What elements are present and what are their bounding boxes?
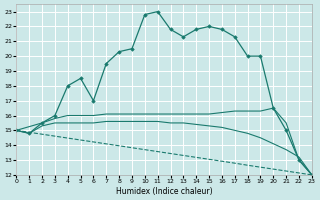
X-axis label: Humidex (Indice chaleur): Humidex (Indice chaleur) — [116, 187, 212, 196]
